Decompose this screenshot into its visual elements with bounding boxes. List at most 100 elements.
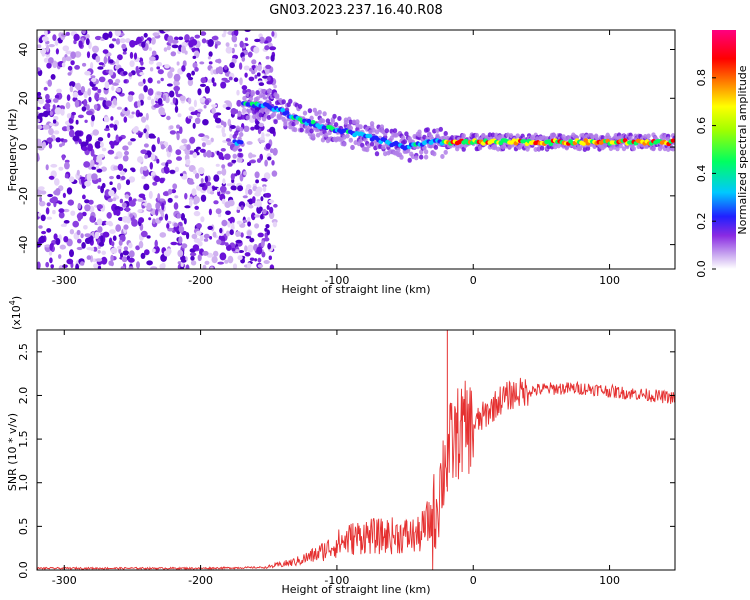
noise-cell (151, 135, 156, 139)
noise-cell (65, 31, 70, 36)
noise-cell (157, 69, 164, 75)
colorbar-tick-label: 0.0 (695, 260, 708, 278)
ridge-halo-cell (618, 143, 623, 149)
y-tick-label: 20 (17, 91, 30, 105)
ridge-halo-cell (422, 134, 427, 140)
noise-cell (92, 45, 99, 53)
noise-cell (107, 132, 111, 138)
ridge-halo-cell (348, 125, 353, 131)
noise-cell (222, 132, 227, 138)
noise-cell (204, 175, 209, 183)
noise-cell (189, 136, 196, 144)
noise-cell (210, 137, 214, 143)
noise-cell (91, 77, 97, 83)
noise-cell (66, 258, 74, 265)
ridge-halo-cell (551, 132, 556, 138)
noise-cell (128, 266, 134, 269)
y-tick-label: 0.5 (17, 518, 30, 536)
noise-cell (127, 141, 133, 146)
noise-cell (176, 132, 180, 141)
noise-cell (122, 250, 129, 256)
noise-cell (107, 149, 115, 155)
ridge-halo-cell (245, 115, 250, 121)
noise-cell (210, 68, 214, 75)
noise-cell (175, 81, 180, 86)
ridge-halo-cell (273, 119, 278, 125)
noise-cell (48, 142, 53, 149)
ridge-halo-cell (433, 144, 439, 150)
ridge-halo-cell (556, 143, 561, 149)
noise-cell (221, 164, 226, 169)
noise-cell (90, 75, 96, 79)
ridge-halo-cell (366, 143, 371, 149)
noise-cell (204, 85, 210, 94)
snr-x-label: Height of straight line (km) (281, 583, 430, 596)
ridge-halo-cell (394, 132, 399, 138)
noise-cell (227, 217, 234, 222)
ridge-halo-cell (299, 127, 304, 133)
ridge-halo-cell (293, 127, 298, 133)
noise-cell (143, 85, 148, 93)
noise-cell (95, 258, 103, 262)
noise-cell (228, 76, 233, 81)
ridge-halo-cell (374, 129, 380, 135)
ridge-halo-cell (450, 135, 455, 141)
ridge-halo-cell (235, 125, 241, 131)
noise-cell (230, 173, 235, 181)
ridge-halo-cell (600, 135, 605, 141)
noise-cell (120, 175, 126, 181)
noise-cell (50, 163, 58, 168)
noise-cell (121, 256, 128, 263)
ridge-halo-cell (474, 132, 479, 138)
noise-cell (129, 40, 136, 48)
snr-y-ticks: 0.0 0.5 1.0 1.5 2.0 2.5 (17, 343, 675, 579)
noise-cell (152, 181, 158, 186)
noise-cell (137, 198, 144, 202)
noise-cell (118, 247, 122, 254)
noise-cell (77, 114, 84, 119)
noise-cell (152, 32, 160, 37)
noise-cell (269, 206, 274, 214)
noise-cell (242, 195, 248, 199)
noise-cell (169, 169, 176, 174)
x-tick-label: -300 (52, 274, 77, 287)
noise-cell (267, 156, 272, 161)
colorbar-tick-label: 0.2 (695, 212, 708, 230)
noise-cell (108, 31, 113, 39)
noise-cell (87, 143, 93, 152)
noise-cell (176, 124, 181, 129)
noise-cell (109, 181, 113, 185)
noise-cell (236, 99, 242, 107)
noise-cell (123, 71, 128, 76)
noise-cell (94, 104, 98, 110)
noise-cell (61, 126, 69, 132)
noise-cell (143, 32, 148, 38)
ridge-halo-cell (271, 112, 277, 117)
noise-cell (104, 128, 110, 132)
noise-cell (50, 264, 54, 269)
noise-cell (257, 257, 262, 263)
noise-cell (221, 219, 228, 227)
noise-cell (244, 37, 249, 41)
noise-cell (128, 250, 135, 258)
noise-cell (65, 50, 72, 55)
noise-cell (223, 121, 227, 128)
noise-cell (251, 65, 256, 69)
noise-cell (101, 250, 106, 255)
noise-cell (98, 62, 105, 66)
ridge-halo-cell (435, 128, 440, 133)
noise-cell (54, 39, 59, 46)
noise-cell (212, 231, 217, 238)
noise-cell (124, 150, 129, 156)
noise-cell (269, 264, 275, 269)
noise-cell (225, 42, 230, 47)
noise-cell (171, 44, 179, 49)
ridge-cell (306, 118, 312, 124)
x-tick-label: -100 (324, 574, 349, 587)
ridge-cell (310, 120, 316, 125)
y-tick-label: 1.5 (17, 430, 30, 448)
noise-cell (173, 222, 178, 228)
ridge-halo-cell (402, 139, 407, 145)
noise-cell (147, 88, 154, 96)
noise-cell (247, 188, 253, 195)
